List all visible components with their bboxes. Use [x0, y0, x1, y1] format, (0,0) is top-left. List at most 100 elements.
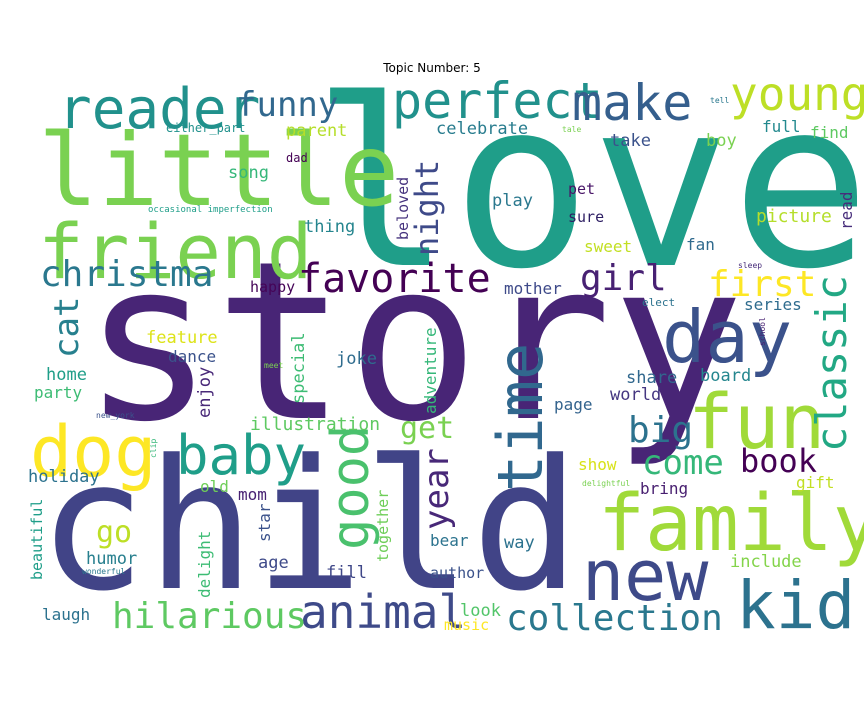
word-laugh: laugh	[42, 605, 90, 624]
word-school: school	[758, 317, 767, 346]
word-animal: animal	[300, 585, 466, 639]
word-read: read	[837, 191, 856, 230]
word-either-part: either_part	[166, 121, 245, 135]
word-night: night	[408, 160, 446, 256]
word-dance: dance	[168, 347, 216, 366]
word-big: big	[628, 410, 693, 451]
word-party: party	[34, 383, 83, 402]
word-sweet: sweet	[584, 237, 632, 256]
word-new-york: new_york	[96, 411, 135, 420]
word-bring: bring	[640, 479, 688, 498]
word-celebrate: celebrate	[436, 119, 528, 139]
word-star: star	[255, 503, 274, 542]
word-happy: happy	[250, 278, 295, 296]
word-play: play	[492, 191, 533, 211]
word-book: book	[740, 442, 817, 480]
word-get: get	[400, 411, 454, 446]
word-tell: tell	[710, 96, 729, 105]
word-mother: mother	[504, 279, 562, 298]
word-joke: joke	[336, 349, 377, 369]
word-pet: pet	[568, 180, 595, 198]
word-elect: elect	[642, 296, 675, 309]
word-take: take	[610, 131, 651, 151]
word-picture: picture	[756, 206, 832, 227]
word-perfect: perfect	[392, 72, 603, 130]
word-series: series	[744, 295, 802, 314]
word-favorite: favorite	[298, 256, 491, 302]
word-music: music	[444, 616, 489, 634]
word-friend: friend	[38, 207, 313, 296]
word-holiday: holiday	[28, 467, 100, 487]
word-year: year	[417, 448, 457, 530]
word-age: age	[258, 553, 289, 573]
word-look: look	[460, 601, 501, 621]
word-first: first	[708, 264, 816, 305]
word-little: little	[38, 112, 399, 229]
word-tale: tale	[562, 125, 581, 134]
word-parent: parent	[286, 121, 347, 141]
word-sleep: sleep	[738, 261, 762, 270]
word-old: old	[200, 477, 229, 496]
word-family: family	[598, 479, 864, 569]
word-boy: boy	[706, 131, 737, 151]
word-mom: mom	[238, 485, 267, 504]
word-good: good	[321, 425, 381, 550]
word-adventure: adventure	[421, 327, 440, 414]
word-collection: collection	[506, 598, 723, 639]
word-reader: reader	[58, 77, 260, 142]
word-classic: classic	[807, 275, 856, 452]
word-time: time	[484, 343, 557, 492]
word-child: child	[38, 422, 580, 631]
word-full: full	[762, 117, 801, 136]
word-love: love	[312, 50, 864, 320]
word-beautiful: beautiful	[28, 499, 46, 580]
word-find: find	[810, 123, 849, 142]
word-share: share	[626, 368, 677, 388]
word-make: make	[572, 74, 692, 132]
word-dad: dad	[286, 151, 308, 165]
word-fill: fill	[326, 563, 367, 583]
word-board: board	[700, 366, 751, 386]
word-song: song	[228, 163, 269, 183]
word-girl: girl	[580, 258, 667, 299]
chart-title: Topic Number: 5	[383, 61, 481, 75]
word-include: include	[730, 552, 802, 572]
word-christma: christma	[40, 254, 213, 295]
word-sure: sure	[568, 208, 604, 226]
word-humor: humor	[86, 549, 137, 569]
word-meet: meet	[264, 361, 283, 370]
word-beloved: beloved	[394, 177, 412, 240]
word-show: show	[578, 455, 617, 474]
word-day: day	[662, 295, 792, 379]
word-thing: thing	[304, 217, 355, 237]
word-dog: dog	[30, 411, 156, 493]
word-funny: funny	[236, 85, 338, 125]
word-kid: kid	[736, 567, 855, 644]
word-story: story	[82, 214, 744, 470]
word-wonderful: wonderful	[82, 567, 126, 576]
word-author: author	[430, 564, 484, 582]
word-go: go	[96, 515, 132, 550]
word-fan: fan	[686, 235, 715, 254]
word-fun: fun	[688, 377, 825, 466]
word-come: come	[642, 443, 724, 483]
word-way: way	[504, 533, 535, 553]
word-new: new	[582, 535, 709, 617]
word-cat: cat	[47, 297, 87, 358]
word-hilarious: hilarious	[112, 596, 307, 637]
word-world: world	[610, 385, 661, 405]
word-young: young	[730, 67, 864, 121]
word-delightful: delightful	[582, 479, 630, 488]
word-baby: baby	[176, 424, 306, 487]
word-home: home	[46, 365, 87, 385]
word-page: page	[554, 395, 593, 414]
word-gift: gift	[796, 473, 835, 492]
word-feature: feature	[146, 328, 218, 348]
word-illustration: illustration	[250, 414, 380, 435]
word-bear: bear	[430, 531, 469, 550]
word-together: together	[374, 490, 392, 562]
word-occasional-imperfection: occasional imperfection	[148, 205, 273, 215]
word-delight: delight	[195, 531, 214, 598]
word-clip: clip	[149, 439, 158, 458]
